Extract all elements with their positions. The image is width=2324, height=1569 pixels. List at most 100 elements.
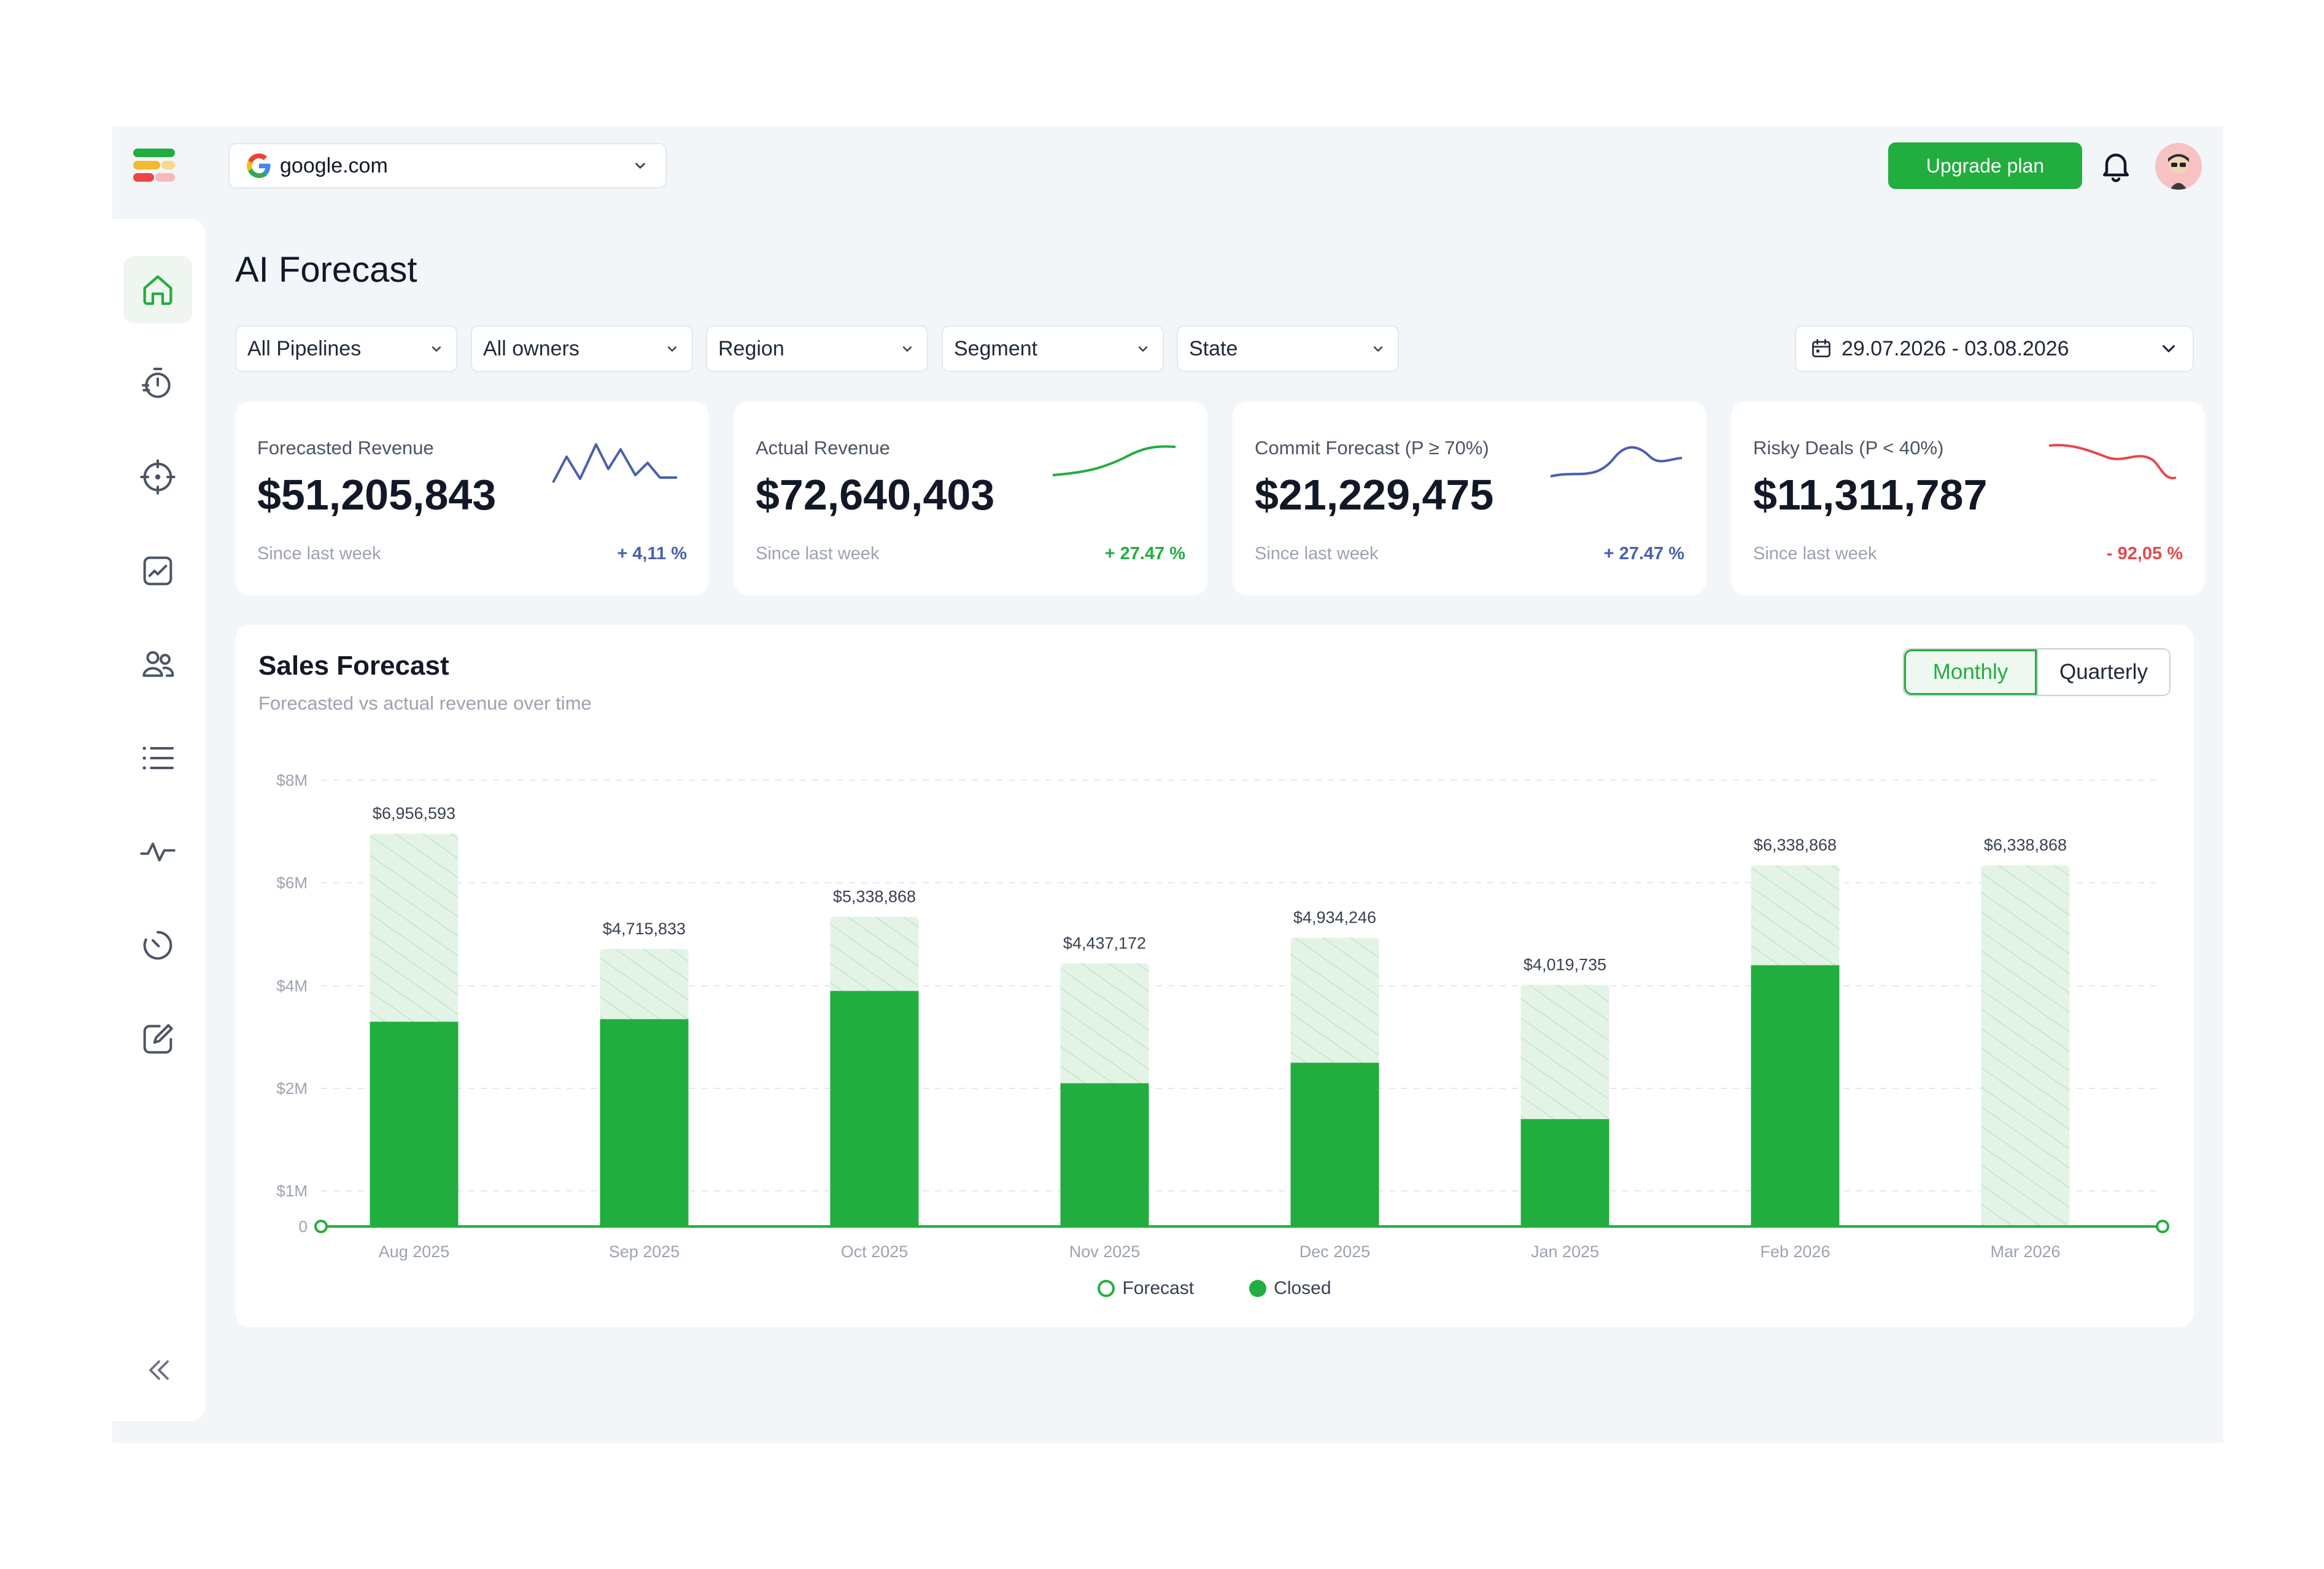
axis-end-marker — [2156, 1220, 2169, 1233]
monthly-toggle-button[interactable]: Monthly — [1904, 649, 2037, 695]
filter-pipelines-label: All Pipelines — [247, 336, 362, 360]
upgrade-plan-button[interactable]: Upgrade plan — [1888, 142, 2082, 189]
kpi-value: $51,205,843 — [257, 471, 497, 519]
home-icon — [143, 275, 172, 305]
bar-value-label: $4,934,246 — [1293, 908, 1376, 927]
closed-bar — [1290, 1063, 1379, 1226]
y-tick-label: $8M — [276, 771, 308, 789]
chevron-down-icon — [902, 346, 912, 352]
kpi-delta: - 92,05 % — [2106, 544, 2183, 564]
axis-start-marker — [314, 1220, 328, 1233]
filter-region[interactable]: Region — [706, 325, 928, 372]
kpi-value: $11,311,787 — [1753, 471, 1988, 519]
chevron-down-icon — [667, 346, 677, 352]
filter-segment[interactable]: Segment — [942, 325, 1164, 372]
kpi-label: Forecasted Revenue — [257, 437, 434, 459]
filter-state[interactable]: State — [1177, 325, 1399, 372]
x-tick-label: Oct 2025 — [841, 1242, 908, 1261]
kpi-label: Commit Forecast (P ≥ 70%) — [1255, 437, 1489, 459]
sidebar-item-list[interactable] — [123, 724, 192, 792]
y-tick-label: $4M — [276, 977, 308, 995]
x-tick-label: Mar 2026 — [1990, 1242, 2060, 1261]
chart-line-icon — [143, 556, 172, 586]
closed-bar — [1751, 965, 1840, 1226]
list-icon — [142, 746, 174, 770]
legend-item-forecast[interactable]: Forecast — [1098, 1278, 1194, 1299]
period-toggle: Monthly Quarterly — [1903, 648, 2171, 696]
sparkline — [1052, 445, 1176, 476]
kpi-delta: + 4,11 % — [617, 544, 687, 564]
activity-icon — [140, 842, 176, 862]
closed-bar — [370, 1021, 459, 1226]
legend-closed-swatch — [1249, 1280, 1267, 1297]
y-tick-label: $2M — [276, 1079, 308, 1098]
calendar-icon — [1812, 339, 1830, 358]
avatar[interactable] — [2155, 143, 2202, 190]
app-frame: google.com Upgrade plan — [112, 126, 2223, 1443]
edit-icon — [143, 1024, 173, 1054]
sales-forecast-card: 0 $1M $2M $4M $6M $8M $6,956,593 $4,715,833 $5,… — [235, 625, 2194, 1327]
sidebar-item-target[interactable] — [123, 443, 192, 511]
users-icon — [142, 651, 174, 677]
site-selector[interactable]: google.com — [228, 143, 667, 188]
sidebar-item-users[interactable] — [123, 630, 192, 698]
sidebar-item-activity[interactable] — [123, 818, 192, 886]
filter-segment-label: Segment — [954, 336, 1038, 360]
sparkline — [1550, 446, 1683, 478]
y-tick-label: 0 — [299, 1217, 308, 1236]
sidebar — [112, 219, 206, 1421]
kpi-card-commit-forecast: Commit Forecast (P ≥ 70%) $21,229,475 Si… — [1233, 401, 1706, 595]
bar-value-label: $6,338,868 — [1984, 836, 2067, 854]
chevron-down-icon — [1138, 346, 1148, 352]
x-tick-label: Sep 2025 — [609, 1242, 680, 1261]
sparkline — [2048, 444, 2177, 479]
date-range-label: 29.07.2026 - 03.08.2026 — [1842, 336, 2069, 360]
sidebar-item-notes[interactable] — [123, 1005, 192, 1073]
filter-state-label: State — [1189, 336, 1238, 360]
bar-value-label: $6,956,593 — [373, 804, 455, 823]
sales-forecast-chart: 0 $1M $2M $4M $6M $8M $6,956,593 $4,715,833 $5,… — [276, 771, 2169, 1261]
kpi-since: Since last week — [257, 544, 381, 564]
kpi-value: $21,229,475 — [1255, 471, 1494, 519]
x-tick-label: Feb 2026 — [1760, 1242, 1830, 1261]
x-tick-label: Aug 2025 — [379, 1242, 450, 1261]
forecast-bar — [1981, 865, 2070, 1226]
sparkline — [552, 443, 677, 483]
y-tick-label: $6M — [276, 874, 308, 892]
sidebar-item-history[interactable] — [123, 912, 192, 979]
bar-value-label: $6,338,868 — [1754, 836, 1837, 854]
filter-owners[interactable]: All owners — [471, 325, 693, 372]
chart-subtitle: Forecasted vs actual revenue over time — [258, 692, 592, 714]
legend-forecast-swatch — [1098, 1280, 1115, 1297]
bell-icon[interactable] — [2097, 147, 2134, 184]
x-tick-label: Jan 2025 — [1531, 1242, 1599, 1261]
bar-value-label: $4,437,172 — [1063, 934, 1146, 952]
app-logo — [133, 145, 177, 189]
kpi-delta: + 27.47 % — [1603, 544, 1684, 564]
chevrons-left-icon[interactable] — [142, 1353, 176, 1387]
kpi-since: Since last week — [1753, 544, 1877, 564]
kpi-since: Since last week — [1255, 544, 1379, 564]
legend-item-closed[interactable]: Closed — [1249, 1278, 1331, 1299]
sidebar-item-timer[interactable] — [123, 350, 192, 417]
x-tick-label: Dec 2025 — [1300, 1242, 1371, 1261]
page-title: AI Forecast — [235, 250, 417, 290]
closed-bar — [600, 1019, 689, 1226]
filter-region-label: Region — [718, 336, 784, 360]
y-tick-label: $1M — [276, 1182, 308, 1200]
kpi-card-risky-deals: Risky Deals (P < 40%) $11,311,787 Since … — [1731, 401, 2205, 595]
x-tick-label: Nov 2025 — [1069, 1242, 1141, 1261]
chart-title: Sales Forecast — [258, 651, 449, 681]
filter-pipelines[interactable]: All Pipelines — [235, 325, 457, 372]
sidebar-item-home[interactable] — [123, 256, 192, 323]
clock-icon — [143, 931, 172, 960]
bar-value-label: $5,338,868 — [833, 888, 916, 906]
chevron-down-icon — [635, 163, 645, 169]
kpi-label: Actual Revenue — [756, 437, 890, 459]
site-label: google.com — [280, 153, 388, 177]
sidebar-item-analytics[interactable] — [123, 537, 192, 605]
bar-value-label: $4,715,833 — [603, 920, 686, 938]
quarterly-toggle-button[interactable]: Quarterly — [2037, 649, 2169, 695]
legend-closed-label: Closed — [1274, 1278, 1331, 1298]
date-range-picker[interactable]: 29.07.2026 - 03.08.2026 — [1795, 325, 2194, 372]
